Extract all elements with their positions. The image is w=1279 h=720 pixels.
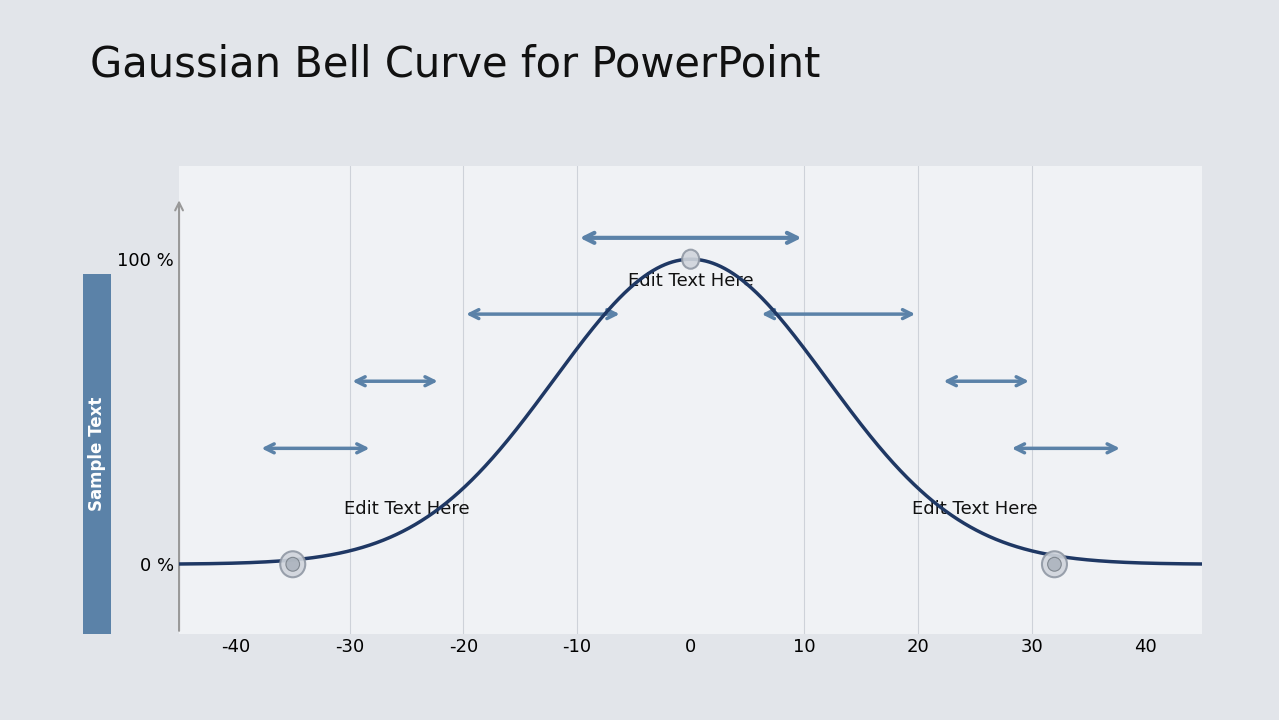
Text: Edit Text Here: Edit Text Here <box>912 500 1037 518</box>
Text: Gaussian Bell Curve for PowerPoint: Gaussian Bell Curve for PowerPoint <box>90 43 820 85</box>
Ellipse shape <box>286 557 299 571</box>
Ellipse shape <box>1048 557 1062 571</box>
Text: Edit Text Here: Edit Text Here <box>344 500 469 518</box>
Ellipse shape <box>280 552 306 577</box>
Text: Edit Text Here: Edit Text Here <box>628 271 753 289</box>
Ellipse shape <box>1042 552 1067 577</box>
Ellipse shape <box>682 250 700 269</box>
Text: Sample Text: Sample Text <box>88 397 106 510</box>
